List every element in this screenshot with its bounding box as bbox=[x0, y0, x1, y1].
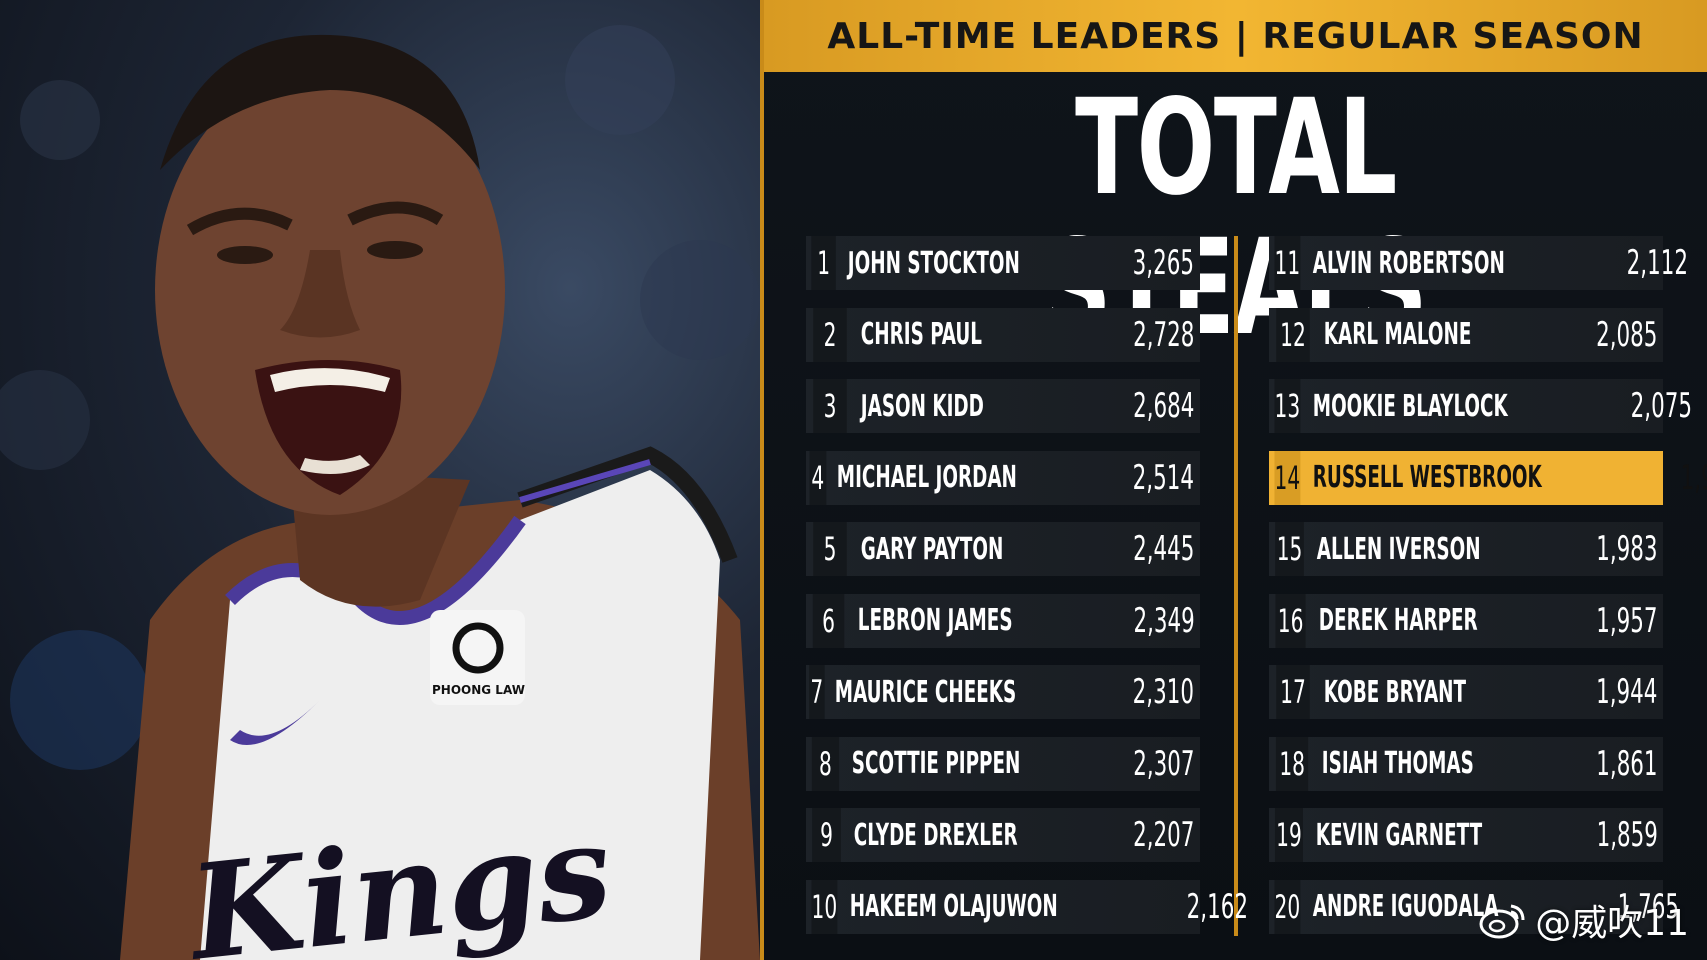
player-photo: Kings PHOONG LAW bbox=[0, 0, 760, 960]
leader-value: 1,861 bbox=[1596, 743, 1658, 784]
leader-name: SCOTTIE PIPPEN bbox=[851, 746, 1021, 781]
banner-text: ALL-TIME LEADERS | REGULAR SEASON bbox=[827, 15, 1644, 57]
watermark-text: @威吹11 bbox=[1535, 903, 1689, 944]
player-illustration bbox=[0, 25, 760, 960]
leader-name: JASON KIDD bbox=[860, 388, 984, 424]
leader-name: MICHAEL JORDAN bbox=[836, 460, 1017, 495]
leader-rank: 8 bbox=[811, 736, 840, 791]
leader-row: 8 SCOTTIE PIPPEN 2,307 bbox=[806, 736, 1200, 791]
leader-rank: 11 bbox=[1274, 236, 1301, 290]
leader-value: 2,310 bbox=[1133, 672, 1195, 712]
leader-rank: 3 bbox=[813, 379, 847, 433]
leader-rank: 6 bbox=[812, 593, 845, 648]
leader-rank: 14 bbox=[1274, 450, 1301, 505]
leader-rank: 4 bbox=[809, 450, 827, 505]
leader-value: 1,983 bbox=[1596, 529, 1658, 569]
leader-row: 7 MAURICE CHEEKS 2,310 bbox=[806, 665, 1200, 719]
leader-value: 2,075 bbox=[1630, 386, 1693, 426]
leader-row: 14 RUSSELL WESTBROOK 1,984 bbox=[1269, 450, 1707, 505]
leader-name: GARY PAYTON bbox=[860, 531, 1004, 567]
leader-value: 1,984 bbox=[1680, 457, 1707, 498]
sponsor-text: PHOONG LAW bbox=[432, 683, 525, 697]
leader-rank: 16 bbox=[1275, 593, 1306, 648]
leader-row: 16 DEREK HARPER 1,957 bbox=[1269, 593, 1663, 648]
leader-row: 17 KOBE BRYANT 1,944 bbox=[1269, 665, 1663, 719]
panel-divider bbox=[760, 0, 764, 960]
leader-name: KEVIN GARNETT bbox=[1315, 817, 1483, 853]
leader-row: 18 ISIAH THOMAS 1,861 bbox=[1269, 736, 1663, 791]
leader-rank: 18 bbox=[1275, 736, 1309, 791]
leader-row: 12 KARL MALONE 2,085 bbox=[1269, 307, 1663, 362]
leader-rank: 20 bbox=[1274, 879, 1301, 934]
leader-name: KOBE BRYANT bbox=[1323, 674, 1467, 710]
leader-value: 2,349 bbox=[1133, 600, 1195, 641]
leader-value: 2,307 bbox=[1133, 743, 1195, 784]
leader-value: 2,514 bbox=[1133, 457, 1195, 498]
leader-row: 19 KEVIN GARNETT 1,859 bbox=[1269, 808, 1663, 862]
leader-name: KARL MALONE bbox=[1323, 317, 1472, 352]
leader-name: HAKEEM OLAJUWON bbox=[849, 889, 1058, 924]
leader-rank: 9 bbox=[812, 808, 841, 862]
leader-value: 1,957 bbox=[1596, 600, 1658, 641]
leader-name: MAURICE CHEEKS bbox=[834, 674, 1016, 710]
leader-rank: 5 bbox=[813, 522, 847, 576]
leader-row: 9 CLYDE DREXLER 2,207 bbox=[806, 808, 1200, 862]
leader-name: ISIAH THOMAS bbox=[1322, 746, 1475, 781]
leader-row: 11 ALVIN ROBERTSON 2,112 bbox=[1269, 236, 1688, 290]
leader-value: 3,265 bbox=[1133, 243, 1195, 283]
leader-row: 1 JOHN STOCKTON 3,265 bbox=[806, 236, 1200, 290]
leader-rank: 19 bbox=[1274, 808, 1303, 862]
leader-rank: 7 bbox=[809, 665, 825, 719]
leader-rank: 2 bbox=[813, 307, 847, 362]
leader-row: 3 JASON KIDD 2,684 bbox=[806, 379, 1200, 433]
leader-rank: 10 bbox=[811, 879, 838, 934]
leader-value: 1,944 bbox=[1596, 672, 1658, 712]
leader-name: JOHN STOCKTON bbox=[848, 245, 1021, 281]
leader-rank: 15 bbox=[1275, 522, 1304, 576]
leader-name: RUSSELL WESTBROOK bbox=[1312, 460, 1542, 495]
leader-rank: 17 bbox=[1276, 665, 1310, 719]
leader-row: 20 ANDRE IGUODALA 1,765 bbox=[1269, 879, 1679, 934]
leader-name: LEBRON JAMES bbox=[857, 603, 1013, 638]
leader-rank: 13 bbox=[1274, 379, 1301, 433]
leader-row: 13 MOOKIE BLAYLOCK 2,075 bbox=[1269, 379, 1692, 433]
leader-name: DEREK HARPER bbox=[1319, 603, 1478, 638]
leader-value: 2,162 bbox=[1187, 886, 1249, 927]
leader-row: 6 LEBRON JAMES 2,349 bbox=[806, 593, 1200, 648]
leader-value: 2,112 bbox=[1626, 243, 1688, 283]
watermark: @威吹11 bbox=[1479, 898, 1689, 944]
leader-value: 2,085 bbox=[1596, 314, 1658, 355]
leader-rank: 12 bbox=[1276, 307, 1310, 362]
leader-value: 2,684 bbox=[1133, 386, 1195, 426]
leaders-panel: ALL-TIME LEADERS | REGULAR SEASON TOTAL … bbox=[764, 0, 1707, 960]
leader-name: CHRIS PAUL bbox=[860, 317, 982, 352]
leader-value: 1,859 bbox=[1596, 815, 1658, 855]
leader-row: 2 CHRIS PAUL 2,728 bbox=[806, 307, 1200, 362]
leader-name: ANDRE IGUODALA bbox=[1312, 889, 1499, 924]
leader-row: 5 GARY PAYTON 2,445 bbox=[806, 522, 1200, 576]
leader-name: ALLEN IVERSON bbox=[1316, 531, 1481, 567]
leader-name: ALVIN ROBERTSON bbox=[1312, 245, 1505, 281]
column-divider bbox=[1234, 236, 1238, 936]
leader-value: 2,445 bbox=[1133, 529, 1195, 569]
leader-value: 1,765 bbox=[1617, 886, 1679, 927]
header-banner: ALL-TIME LEADERS | REGULAR SEASON bbox=[764, 0, 1707, 72]
leader-row: 4 MICHAEL JORDAN 2,514 bbox=[806, 450, 1200, 505]
leader-row: 15 ALLEN IVERSON 1,983 bbox=[1269, 522, 1663, 576]
leader-value: 2,207 bbox=[1133, 815, 1195, 855]
leader-value: 2,728 bbox=[1133, 314, 1195, 355]
leader-name: MOOKIE BLAYLOCK bbox=[1312, 388, 1508, 424]
leader-name: CLYDE DREXLER bbox=[853, 817, 1018, 853]
leader-rank: 1 bbox=[811, 236, 837, 290]
weibo-logo-icon bbox=[1479, 904, 1525, 939]
leader-row: 10 HAKEEM OLAJUWON 2,162 bbox=[806, 879, 1248, 934]
